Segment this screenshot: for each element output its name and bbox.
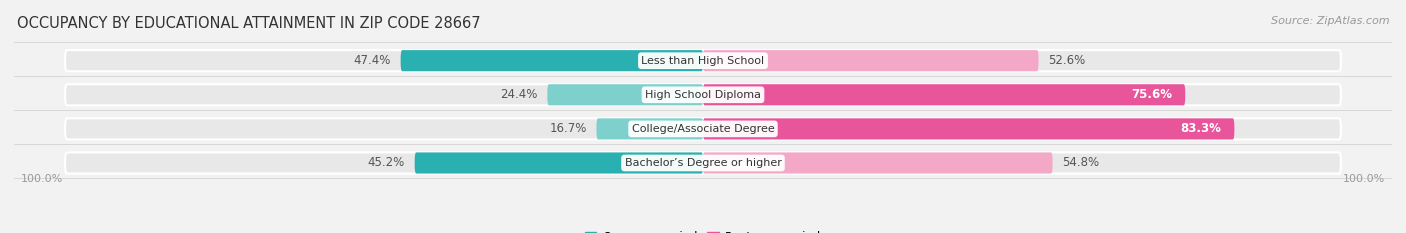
FancyBboxPatch shape [596,118,703,140]
Text: Bachelor’s Degree or higher: Bachelor’s Degree or higher [624,158,782,168]
Text: 75.6%: 75.6% [1132,88,1173,101]
Text: Less than High School: Less than High School [641,56,765,66]
FancyBboxPatch shape [65,118,1341,140]
Text: 16.7%: 16.7% [550,122,586,135]
FancyBboxPatch shape [65,152,1341,174]
Text: 83.3%: 83.3% [1181,122,1222,135]
Text: 24.4%: 24.4% [501,88,537,101]
FancyBboxPatch shape [65,84,1341,105]
Text: 52.6%: 52.6% [1047,54,1085,67]
Text: 100.0%: 100.0% [21,174,63,184]
FancyBboxPatch shape [703,152,1053,174]
Text: OCCUPANCY BY EDUCATIONAL ATTAINMENT IN ZIP CODE 28667: OCCUPANCY BY EDUCATIONAL ATTAINMENT IN Z… [17,16,481,31]
Legend: Owner-occupied, Renter-occupied: Owner-occupied, Renter-occupied [579,226,827,233]
Text: Source: ZipAtlas.com: Source: ZipAtlas.com [1271,16,1389,26]
Text: 45.2%: 45.2% [368,157,405,169]
FancyBboxPatch shape [703,50,1039,71]
FancyBboxPatch shape [65,50,1341,71]
Text: 54.8%: 54.8% [1062,157,1099,169]
Text: College/Associate Degree: College/Associate Degree [631,124,775,134]
FancyBboxPatch shape [415,152,703,174]
FancyBboxPatch shape [703,84,1185,105]
FancyBboxPatch shape [547,84,703,105]
Text: 100.0%: 100.0% [1343,174,1385,184]
FancyBboxPatch shape [401,50,703,71]
FancyBboxPatch shape [703,118,1234,140]
Text: High School Diploma: High School Diploma [645,90,761,100]
Text: 47.4%: 47.4% [354,54,391,67]
